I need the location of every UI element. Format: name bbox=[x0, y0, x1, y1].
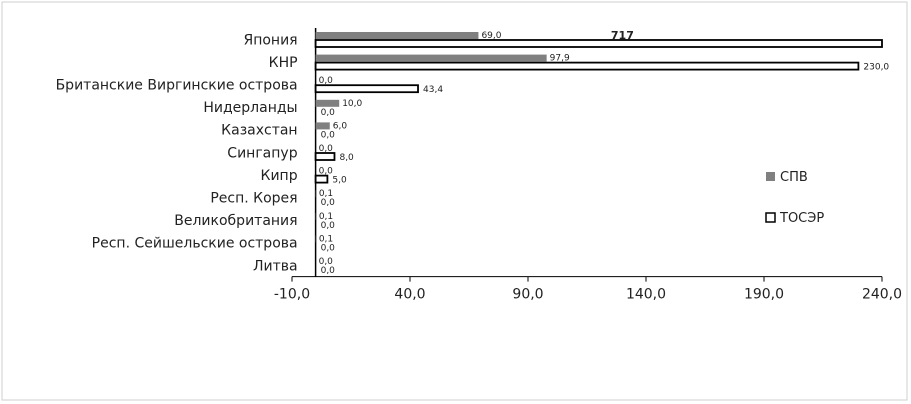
legend-label-spv: СПВ bbox=[780, 170, 808, 185]
bar-toser bbox=[314, 152, 336, 161]
data-label-toser: 0,0 bbox=[321, 221, 336, 231]
x-tick-label: 90,0 bbox=[512, 287, 543, 303]
data-label-spv: 6,0 bbox=[333, 121, 348, 131]
x-tick-label: -10,0 bbox=[274, 287, 310, 303]
x-tick-label: 140,0 bbox=[626, 287, 666, 303]
data-label-toser: 0,0 bbox=[321, 198, 336, 208]
category-label: Сингапур bbox=[227, 145, 297, 161]
category-label: Респ. Сейшельские острова bbox=[92, 236, 298, 252]
data-label-toser: 0,0 bbox=[321, 243, 336, 253]
x-tick-label: 240,0 bbox=[862, 287, 902, 303]
category-label: Респ. Корея bbox=[210, 191, 297, 207]
category-label: Казахстан bbox=[221, 123, 297, 139]
category-label: Британские Виргинские острова bbox=[56, 78, 298, 94]
bar-spv bbox=[315, 32, 479, 39]
data-label-spv: 10,0 bbox=[342, 99, 362, 109]
bar-toser bbox=[314, 84, 419, 94]
bar-spv bbox=[315, 122, 330, 130]
data-label-toser: 5,0 bbox=[332, 176, 347, 186]
legend: СПВ ТОСЭР bbox=[765, 170, 824, 226]
legend-label-toser: ТОСЭР bbox=[779, 211, 824, 226]
bar-spv bbox=[315, 99, 340, 107]
data-label-spv: 0,0 bbox=[319, 257, 334, 267]
data-label-toser: 0,0 bbox=[321, 108, 336, 118]
category-label: КНР bbox=[269, 55, 298, 71]
data-label-spv: 0,1 bbox=[319, 212, 333, 222]
plot-area: -10,0 40,0 90,0 140,0 190,0 240,0 Япония 69,0 71… bbox=[56, 28, 902, 303]
x-tick-label: 40,0 bbox=[394, 287, 425, 303]
category-label: Нидерланды bbox=[203, 100, 297, 116]
data-label-spv: 69,0 bbox=[481, 31, 501, 41]
bar-toser bbox=[314, 61, 860, 71]
bar-toser bbox=[314, 39, 883, 48]
category-label: Япония bbox=[243, 32, 297, 48]
data-label-spv: 97,9 bbox=[550, 54, 570, 64]
legend-swatch-toser bbox=[765, 212, 776, 223]
data-label-toser: 717 bbox=[611, 29, 634, 42]
data-label-toser: 0,0 bbox=[321, 130, 336, 140]
data-label-toser: 43,4 bbox=[423, 85, 443, 95]
bar-toser bbox=[314, 174, 329, 184]
legend-swatch-spv bbox=[766, 172, 775, 181]
category-label: Кипр bbox=[261, 168, 298, 184]
data-label-spv: 0,0 bbox=[319, 167, 334, 177]
data-label-spv: 0,0 bbox=[319, 76, 334, 86]
data-label-toser: 230,0 bbox=[863, 63, 889, 73]
category-label: Великобритания bbox=[174, 213, 297, 229]
data-label-spv: 0,1 bbox=[319, 234, 333, 244]
data-label-spv: 0,0 bbox=[319, 144, 334, 154]
bar-spv bbox=[315, 54, 547, 62]
data-label-toser: 8,0 bbox=[339, 153, 354, 163]
data-label-toser: 0,0 bbox=[321, 266, 336, 276]
category-label: Литва bbox=[253, 258, 298, 274]
data-label-spv: 0,1 bbox=[319, 189, 333, 199]
x-tick-label: 190,0 bbox=[744, 287, 784, 303]
